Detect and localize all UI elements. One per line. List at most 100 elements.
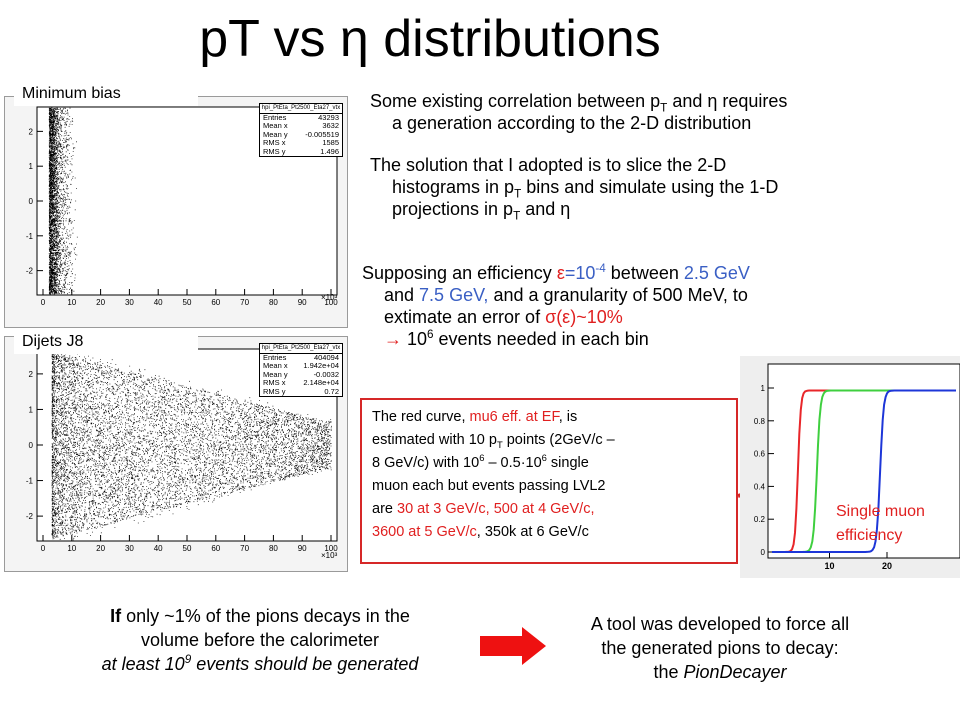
- minimum-bias-plot: 2 1 0 -1 -2 0 10 20 30 40 50 60 70 80 90 100 hpi_PtEta_…: [4, 96, 348, 328]
- efficiency-paragraph: Supposing an efficiency ε=10-4 between 2…: [362, 262, 942, 350]
- axes: 1 0.8 0.6 0.4 0.2 0 10 20: [754, 384, 892, 571]
- svg-text:0: 0: [29, 441, 34, 450]
- svg-text:20: 20: [96, 544, 105, 553]
- svg-text:70: 70: [240, 298, 249, 307]
- solution-paragraph: The solution that I adopted is to slice …: [370, 154, 950, 223]
- blue-efficiency-curve: [772, 389, 956, 553]
- label-line: Single muon: [836, 503, 925, 520]
- efficiency-plot: 1 0.8 0.6 0.4 0.2 0 10 20 Single muon efficienc…: [740, 356, 960, 578]
- svg-text:0: 0: [29, 197, 34, 206]
- svg-text:20: 20: [882, 561, 892, 571]
- text-line: 3600 at 5 GeV/c, 350k at 6 GeV/c: [372, 524, 589, 540]
- stat-value: -0.0032: [313, 369, 339, 379]
- text-line: → 106 events needed in each bin: [384, 328, 649, 349]
- stat-value: 2.148e+04: [303, 378, 339, 387]
- svg-text:0.8: 0.8: [754, 417, 766, 426]
- stat-label: Entries: [263, 352, 287, 362]
- text-line: 8 GeV/c) with 106 – 0.5·106 single: [372, 452, 589, 471]
- svg-text:0.6: 0.6: [754, 450, 766, 459]
- text-line: estimated with 10 pT points (2GeV/c –: [372, 432, 615, 450]
- svg-text:90: 90: [298, 544, 307, 553]
- stat-label: RMS y: [263, 386, 286, 396]
- axes: 210-1-20 10 20 30 40 50 60 70 80 90 100: [26, 370, 338, 553]
- scatter-points: [51, 349, 332, 541]
- svg-text:1: 1: [761, 384, 766, 393]
- stats-title: hpi_PtEta_Pt2500_Eta27_vtx: [260, 104, 342, 114]
- text-line: projections in pT and η: [392, 199, 571, 223]
- text-line: Some existing correlation between pT and…: [370, 91, 788, 115]
- svg-text:80: 80: [269, 298, 278, 307]
- svg-text:90: 90: [298, 298, 307, 307]
- svg-text:0: 0: [41, 298, 46, 307]
- text-line: at least 109 events should be generated: [101, 653, 419, 674]
- page-title: pT vs η distributions: [199, 10, 661, 68]
- svg-text:100: 100: [324, 298, 338, 307]
- svg-text:60: 60: [211, 298, 220, 307]
- stat-label: RMS y: [263, 146, 286, 156]
- svg-text:100: 100: [324, 544, 338, 553]
- scatter-points: [48, 107, 78, 295]
- text-line: muon each but events passing LVL2: [372, 478, 606, 494]
- single-muon-label: Single muon efficiency: [836, 500, 925, 548]
- block-arrow-icon: [480, 627, 546, 665]
- svg-text:10: 10: [67, 544, 76, 553]
- svg-text:40: 40: [154, 298, 163, 307]
- stat-value: 1.496: [320, 146, 339, 156]
- stat-label: Mean y: [263, 369, 288, 379]
- x-multiplier: ×10³: [321, 551, 338, 560]
- text-line: If only ~1% of the pions decays in the: [110, 606, 410, 626]
- stat-value: 3632: [322, 121, 339, 130]
- correlation-paragraph: Some existing correlation between pT and…: [370, 90, 950, 134]
- svg-text:0: 0: [41, 544, 46, 553]
- svg-text:0.2: 0.2: [754, 515, 766, 524]
- stat-value: 1585: [322, 138, 339, 147]
- svg-text:0.4: 0.4: [754, 482, 766, 491]
- right-arrow-icon: →: [384, 329, 402, 349]
- svg-text:60: 60: [211, 544, 220, 553]
- svg-text:-2: -2: [26, 267, 34, 276]
- svg-text:80: 80: [269, 544, 278, 553]
- stat-value: 1.942e+04: [303, 361, 339, 370]
- text-line: the generated pions to decay:: [601, 638, 839, 658]
- text-line: The red curve, mu6 eff. at EF, is: [372, 409, 578, 425]
- svg-text:10: 10: [824, 561, 834, 571]
- stat-label: RMS x: [263, 378, 286, 387]
- stat-value: -0.005519: [305, 129, 339, 139]
- svg-text:-1: -1: [26, 232, 34, 241]
- dijets-plot: 2 1 0 -1 -2 0 10 20 30 40 50 60 70 80 90 100 hpi_PtEta_…: [4, 336, 348, 572]
- svg-text:10: 10: [67, 298, 76, 307]
- stat-value: 43293: [318, 112, 339, 122]
- svg-text:30: 30: [125, 544, 134, 553]
- text-line: are 30 at 3 GeV/c, 500 at 4 GeV/c,: [372, 501, 595, 517]
- stat-value: 0.72: [324, 386, 339, 396]
- text-line: A tool was developed to force all: [590, 614, 850, 634]
- svg-text:30: 30: [125, 298, 134, 307]
- text-line: volume before the calorimeter: [140, 630, 380, 650]
- efficiency-curves: 1 0.8 0.6 0.4 0.2 0 10 20: [754, 363, 960, 571]
- pion-decay-note: If only ~1% of the pions decays in the v…: [30, 604, 490, 676]
- eta-symbol: η: [339, 10, 369, 68]
- red-curve-note: The red curve, mu6 eff. at EF, is estima…: [360, 398, 738, 564]
- pion-decayer-note: A tool was developed to force all the ge…: [540, 612, 900, 684]
- stats-box: hpi_PtEta_Pt2500_Eta27_vtx Entries 404094…: [259, 343, 343, 397]
- svg-text:-1: -1: [26, 477, 34, 486]
- stat-label: Mean x: [263, 361, 288, 370]
- stat-value: 404094: [313, 352, 339, 362]
- svg-text:20: 20: [96, 298, 105, 307]
- text-line: extimate an error of σ(ε)~10%: [384, 307, 623, 327]
- svg-text:0: 0: [761, 548, 766, 557]
- minimum-bias-label: Minimum bias: [14, 82, 198, 106]
- stats-title: hpi_PtEta_Pt2500_Eta27_vtx: [260, 344, 342, 354]
- text-line: Supposing an efficiency ε=10-4 between 2…: [362, 262, 750, 283]
- svg-text:2: 2: [29, 370, 34, 379]
- svg-text:50: 50: [183, 298, 192, 307]
- text-line: The solution that I adopted is to slice …: [370, 155, 727, 175]
- x-multiplier: ×10³: [321, 293, 338, 302]
- stats-box: hpi_PtEta_Pt2500_Eta27_vtx Entries 43293 …: [259, 103, 343, 157]
- dijets-label: Dijets J8: [14, 330, 198, 354]
- svg-text:70: 70: [240, 544, 249, 553]
- stat-label: Mean x: [263, 121, 288, 130]
- text-line: the PionDecayer: [653, 662, 787, 682]
- stat-label: Mean y: [263, 129, 288, 139]
- label-line: efficiency: [836, 527, 903, 544]
